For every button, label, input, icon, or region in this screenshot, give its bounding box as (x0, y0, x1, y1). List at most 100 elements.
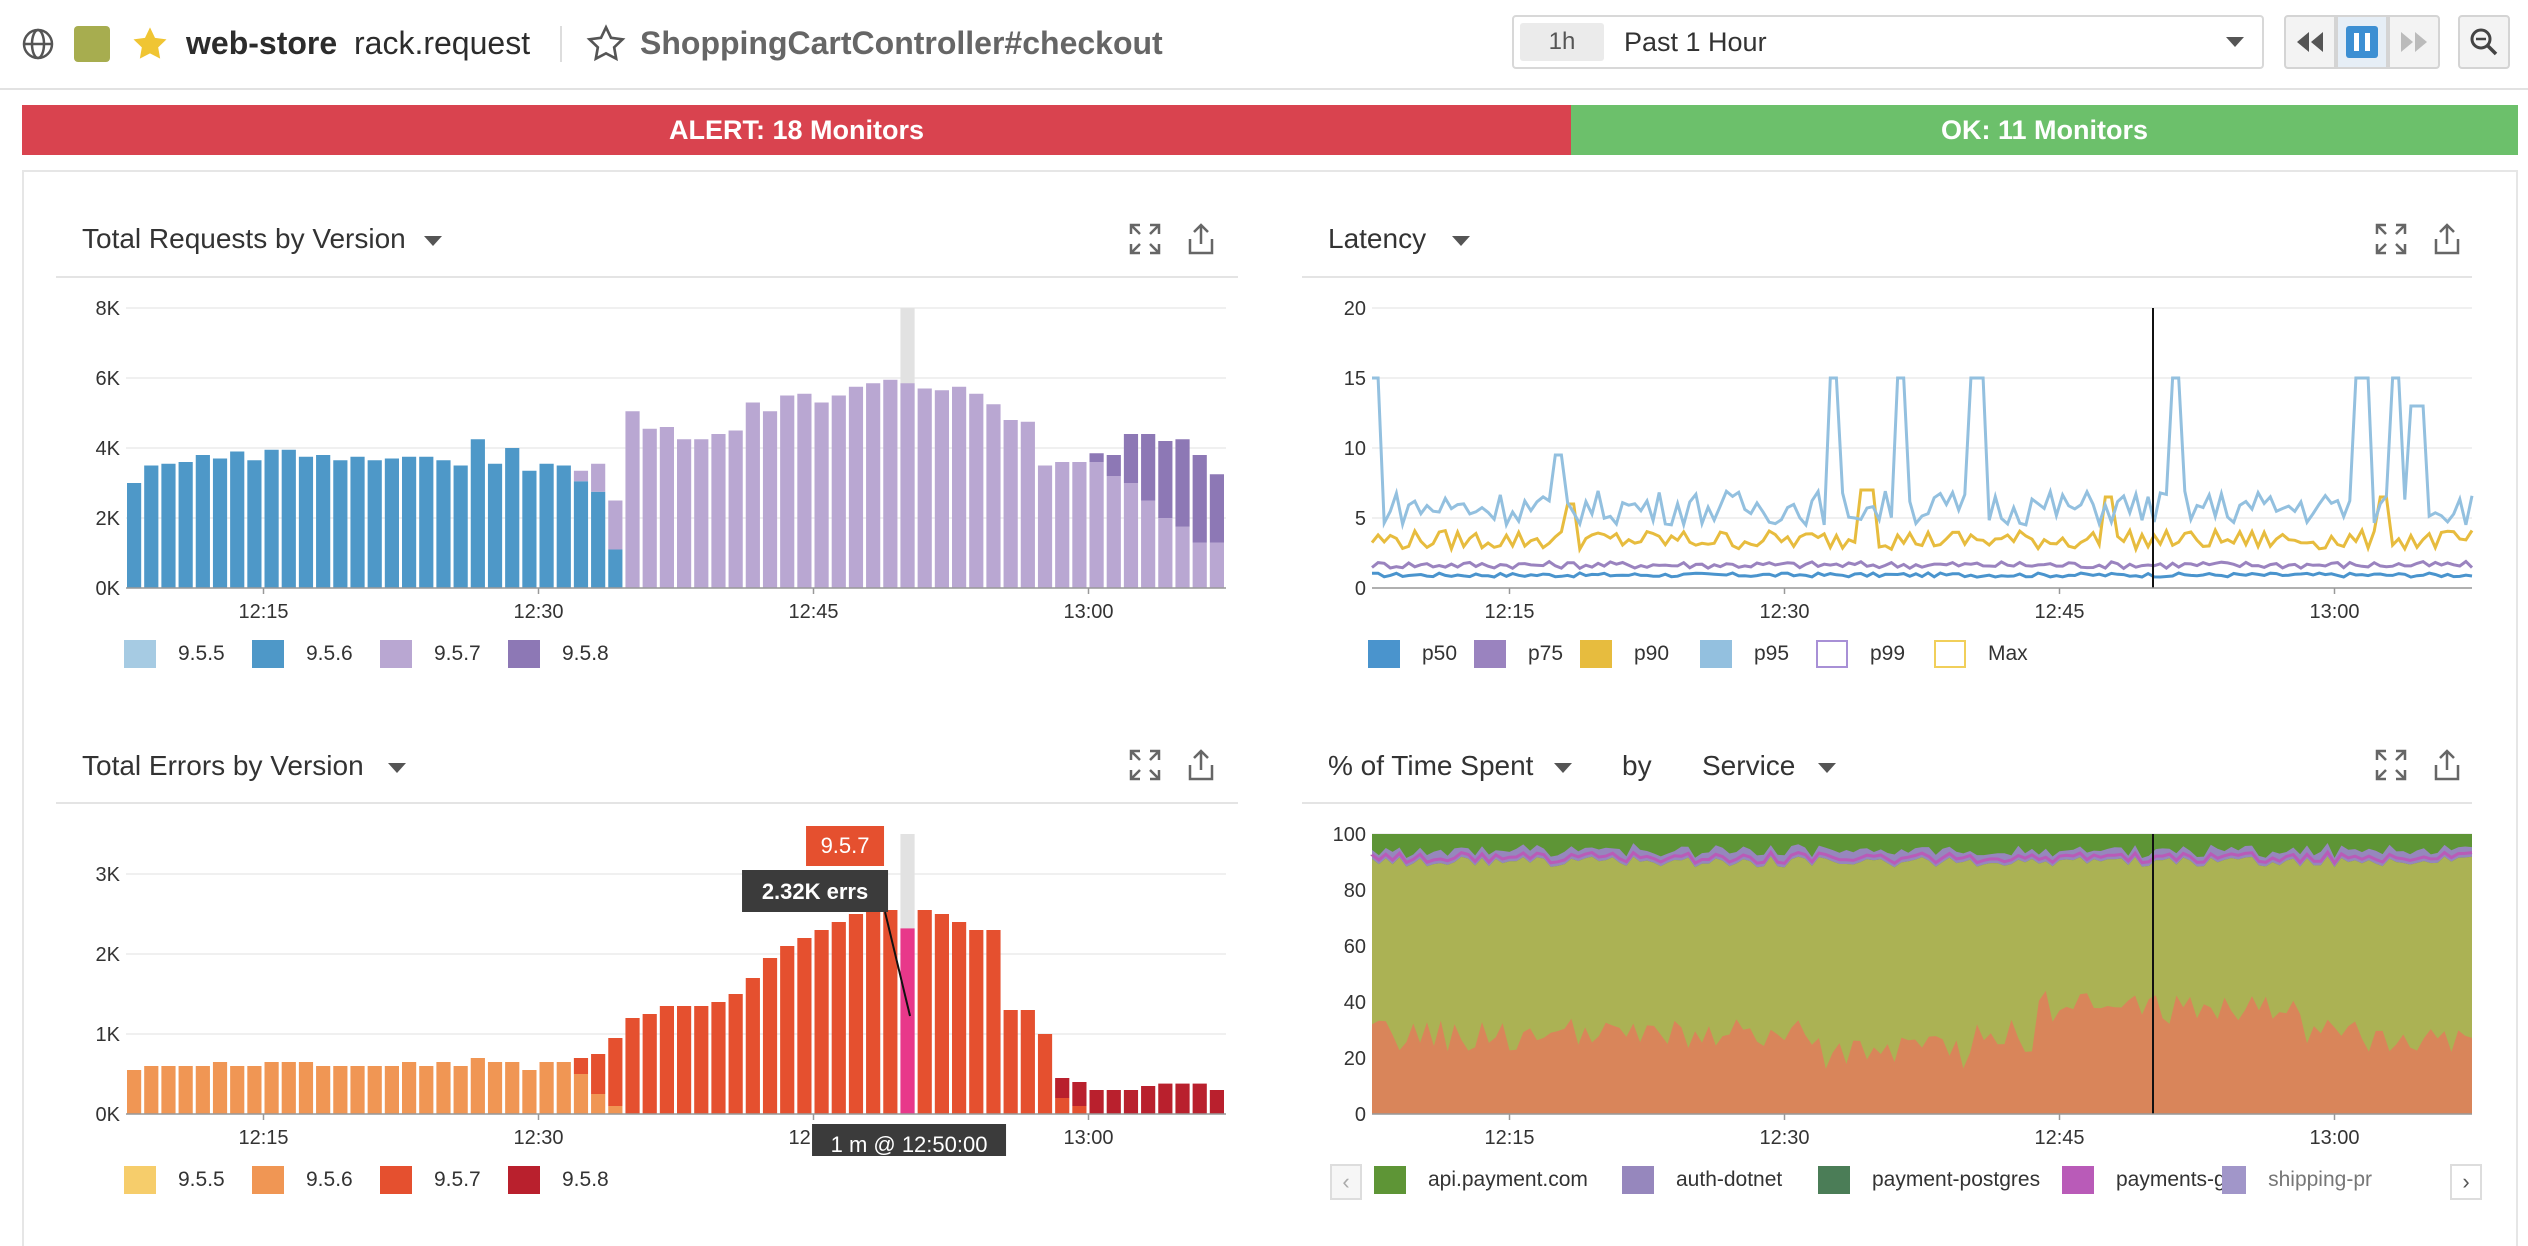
bar-segment[interactable] (762, 411, 778, 588)
bar-segment[interactable] (333, 460, 348, 588)
bar-segment[interactable] (367, 1066, 382, 1114)
legend-item[interactable]: 9.5.7 (380, 1166, 481, 1194)
timespent-title[interactable]: % of Time Spent (1328, 750, 1534, 781)
bar-segment[interactable] (1089, 453, 1104, 462)
pause-button[interactable] (2336, 15, 2388, 69)
bar-segment[interactable] (797, 938, 812, 1114)
bar-segment[interactable] (814, 930, 829, 1114)
latency-title[interactable]: Latency (1328, 223, 1427, 254)
bar-segment[interactable] (866, 383, 881, 588)
caret-down-icon[interactable] (424, 236, 442, 246)
bar-segment[interactable] (178, 462, 193, 588)
bar-segment[interactable] (384, 458, 399, 589)
requests-title[interactable]: Total Requests by Version (82, 223, 406, 254)
bar-segment[interactable] (728, 994, 743, 1114)
bar-segment[interactable] (728, 430, 743, 589)
bar-segment[interactable] (780, 946, 795, 1114)
bar-segment[interactable] (642, 428, 657, 588)
bar-segment[interactable] (1209, 542, 1224, 589)
requests-chart[interactable]: 0K 2K 4K 6K 8K 12:15 12:30 12:45 13:00 (56, 290, 1238, 630)
star-filled-icon[interactable] (130, 24, 170, 64)
bar-segment[interactable] (608, 1106, 623, 1114)
bar-segment[interactable] (298, 456, 314, 588)
bar-segment[interactable] (1106, 455, 1121, 476)
bar-segment[interactable] (264, 1062, 279, 1114)
expand-icon[interactable] (1128, 222, 1162, 256)
bar-segment[interactable] (1175, 1083, 1190, 1114)
bar-segment[interactable] (762, 958, 778, 1114)
bar-segment[interactable] (247, 1066, 262, 1114)
bar-segment[interactable] (986, 930, 1001, 1114)
bar-segment[interactable] (556, 465, 571, 589)
bar-segment[interactable] (831, 395, 846, 589)
share-icon[interactable] (1184, 222, 1218, 256)
bar-segment[interactable] (608, 549, 623, 589)
bar-segment[interactable] (1158, 1083, 1173, 1114)
bar-segment[interactable] (677, 1006, 692, 1114)
legend-item[interactable]: shipping-pr (2222, 1166, 2372, 1194)
bar-segment[interactable] (883, 910, 898, 1114)
bar-segment[interactable] (264, 449, 279, 588)
bar-segment[interactable] (969, 393, 984, 588)
legend-item[interactable]: 9.5.6 (252, 1166, 353, 1194)
bar-segment[interactable] (1055, 1078, 1070, 1098)
group-by-select[interactable]: Service (1702, 750, 1796, 781)
bar-segment[interactable] (848, 914, 864, 1114)
bar-segment[interactable] (591, 491, 606, 588)
bar-segment[interactable] (677, 439, 692, 588)
rewind-button[interactable] (2284, 15, 2336, 69)
legend-item[interactable]: Max (1934, 640, 2028, 668)
legend-item[interactable]: api.payment.com (1374, 1166, 1588, 1194)
legend-item[interactable]: auth-dotnet (1622, 1166, 1782, 1194)
bar-segment[interactable] (1141, 500, 1156, 589)
bar-segment[interactable] (745, 978, 760, 1114)
bar-segment[interactable] (883, 379, 898, 588)
bar-segment[interactable] (1175, 526, 1190, 588)
bar-segment[interactable] (402, 456, 417, 588)
bar-segment[interactable] (1106, 1090, 1121, 1114)
bar-segment[interactable] (1209, 474, 1224, 543)
bar-segment[interactable] (1072, 1082, 1087, 1106)
bar-segment[interactable] (436, 1062, 451, 1114)
legend-item[interactable]: payments-go (2062, 1166, 2237, 1194)
legend-item[interactable]: payment-postgres (1818, 1166, 2040, 1194)
bar-segment[interactable] (384, 1066, 399, 1114)
bar-segment[interactable] (247, 460, 262, 588)
bar-segment[interactable] (195, 455, 210, 588)
bar-segment[interactable] (161, 1066, 176, 1114)
bar-segment[interactable] (453, 1066, 468, 1114)
bar-segment[interactable] (350, 1066, 365, 1114)
bar-segment[interactable] (1192, 1083, 1207, 1114)
share-icon[interactable] (2430, 748, 2464, 782)
bar-segment[interactable] (230, 451, 245, 589)
bar-segment[interactable] (505, 1062, 520, 1114)
bar-segment[interactable] (350, 456, 365, 588)
bar-segment[interactable] (487, 463, 503, 588)
legend-prev-button[interactable]: ‹ (1330, 1164, 1362, 1200)
bar-segment[interactable] (298, 1062, 314, 1114)
bar-segment[interactable] (1020, 421, 1035, 588)
share-icon[interactable] (1184, 748, 1218, 782)
star-outline-icon[interactable] (586, 24, 626, 64)
bar-segment[interactable] (316, 455, 331, 588)
bar-segment[interactable] (195, 1066, 210, 1114)
latency-chart[interactable]: 0 5 10 15 20 12:15 12:30 12:45 13:00 (1302, 290, 2482, 630)
bar-segment[interactable] (1003, 420, 1018, 588)
bar-segment[interactable] (556, 1062, 571, 1114)
bar-segment[interactable] (573, 1058, 589, 1074)
legend-item[interactable]: p95 (1700, 640, 1789, 668)
bar-segment[interactable] (952, 922, 967, 1114)
bar-segment[interactable] (333, 1066, 348, 1114)
legend-item[interactable]: p75 (1474, 640, 1563, 668)
bar-segment[interactable] (1037, 1034, 1053, 1114)
legend-item[interactable]: 9.5.5 (124, 640, 225, 668)
legend-item[interactable]: 9.5.8 (508, 640, 609, 668)
bar-segment[interactable] (694, 1006, 709, 1114)
bar-segment[interactable] (797, 393, 812, 588)
caret-down-icon[interactable] (1818, 763, 1836, 773)
share-icon[interactable] (2430, 222, 2464, 256)
legend-next-button[interactable]: › (2450, 1164, 2482, 1200)
bar-segment[interactable] (642, 1014, 657, 1114)
bar-segment[interactable] (1089, 462, 1104, 588)
